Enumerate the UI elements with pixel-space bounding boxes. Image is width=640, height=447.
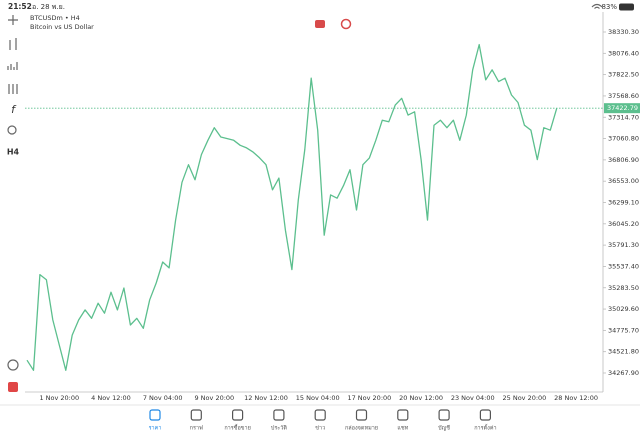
tab-icon (397, 409, 409, 421)
y-tick-label: 36806.90 (608, 156, 639, 164)
x-tick-label: 17 Nov 20:00 (347, 394, 391, 402)
tab-icon (314, 409, 326, 421)
tab-icon (355, 409, 368, 421)
x-tick-label: 23 Nov 04:00 (451, 394, 495, 402)
y-tick-label: 34267.90 (608, 369, 639, 377)
tab-label: ประวัติ (271, 425, 287, 432)
tab[interactable]: การตั้งค่า (474, 409, 497, 432)
trade-tool[interactable] (8, 382, 18, 392)
y-tick-label: 35537.40 (608, 262, 639, 270)
last-price-box (604, 103, 640, 114)
tab-label: ราคา (149, 426, 162, 432)
symbol-description: Bitcoin vs US Dollar (30, 23, 94, 31)
status-date: อ. 28 พ.ย. (32, 3, 65, 11)
x-tick-label: 4 Nov 12:00 (91, 394, 131, 402)
tab[interactable]: แชท (397, 409, 409, 432)
tab-label: กล่องจดหมาย (345, 426, 378, 432)
tab[interactable]: การซื้อขาย (224, 409, 251, 432)
x-tick-label: 28 Nov 12:00 (554, 394, 598, 402)
x-tick-label: 9 Nov 20:00 (194, 394, 234, 402)
tab-label: บัญชี (438, 425, 450, 432)
timeframe[interactable]: H4 (7, 148, 20, 157)
battery-level: 83% (601, 3, 617, 11)
tab-icon (190, 409, 202, 421)
objects-tool[interactable] (7, 125, 17, 135)
y-tick-label: 36299.10 (608, 199, 639, 207)
y-tick-label: 35791.30 (608, 241, 639, 249)
y-tick-label: 38330.30 (608, 28, 639, 36)
chart-type-tool[interactable] (9, 38, 17, 50)
last-price-label: 37422.79 (607, 104, 638, 112)
y-tick-label: 37822.50 (608, 71, 639, 79)
y-tick-label: 36045.20 (608, 220, 639, 228)
tab-label: การซื้อขาย (224, 424, 250, 432)
tab[interactable]: ข่าว (314, 409, 326, 432)
x-tick-label: 7 Nov 04:00 (143, 394, 183, 402)
y-tick-label: 34521.80 (608, 348, 639, 356)
tab-label: ข่าว (315, 426, 325, 432)
tab-label: กราฟ (190, 425, 203, 432)
symbol: BTCUSDm • H4 (30, 14, 80, 22)
tab-icon (273, 409, 285, 421)
y-tick-label: 36553.00 (608, 177, 639, 185)
battery-icon (619, 3, 634, 11)
tab-label: การตั้งค่า (474, 424, 496, 432)
tab-label: แชท (397, 425, 408, 432)
crosshair-tool[interactable] (8, 15, 18, 25)
y-tick-label: 37568.60 (608, 92, 639, 100)
tab[interactable]: บัญชี (438, 409, 450, 432)
one-click-button[interactable] (315, 20, 325, 28)
volume-tool[interactable] (7, 62, 18, 70)
y-tick-label: 38076.40 (608, 49, 639, 57)
y-tick-label: 35029.60 (608, 305, 639, 313)
tab-icon (479, 409, 491, 421)
tab[interactable]: ราคา (149, 409, 162, 432)
y-tick-label: 34775.70 (608, 326, 639, 334)
x-tick-label: 20 Nov 12:00 (399, 394, 443, 402)
y-tick-label: 35283.50 (608, 284, 639, 292)
tab[interactable]: กราฟ (190, 409, 203, 432)
tab-icon (232, 409, 244, 421)
tab[interactable]: กล่องจดหมาย (345, 409, 378, 432)
x-tick-label: 15 Nov 04:00 (296, 394, 340, 402)
history-tool[interactable] (7, 359, 19, 371)
y-tick-label: 37060.80 (608, 135, 639, 143)
x-tick-label: 1 Nov 20:00 (39, 394, 79, 402)
tab-icon (438, 409, 450, 421)
indicator-button[interactable] (340, 18, 352, 30)
price-line (26, 43, 558, 371)
y-tick-label: 37314.70 (608, 113, 639, 121)
indicators-tool[interactable] (8, 84, 18, 94)
left-toolbar: f H4 (7, 15, 20, 392)
x-tick-label: 12 Nov 12:00 (244, 394, 288, 402)
x-tick-label: 25 Nov 20:00 (503, 394, 547, 402)
tab-icon (149, 409, 161, 421)
wifi-icon (591, 3, 603, 9)
tab[interactable]: ประวัติ (271, 409, 287, 432)
function-tool[interactable]: f (11, 103, 17, 116)
status-time: 21:52 (8, 2, 32, 11)
